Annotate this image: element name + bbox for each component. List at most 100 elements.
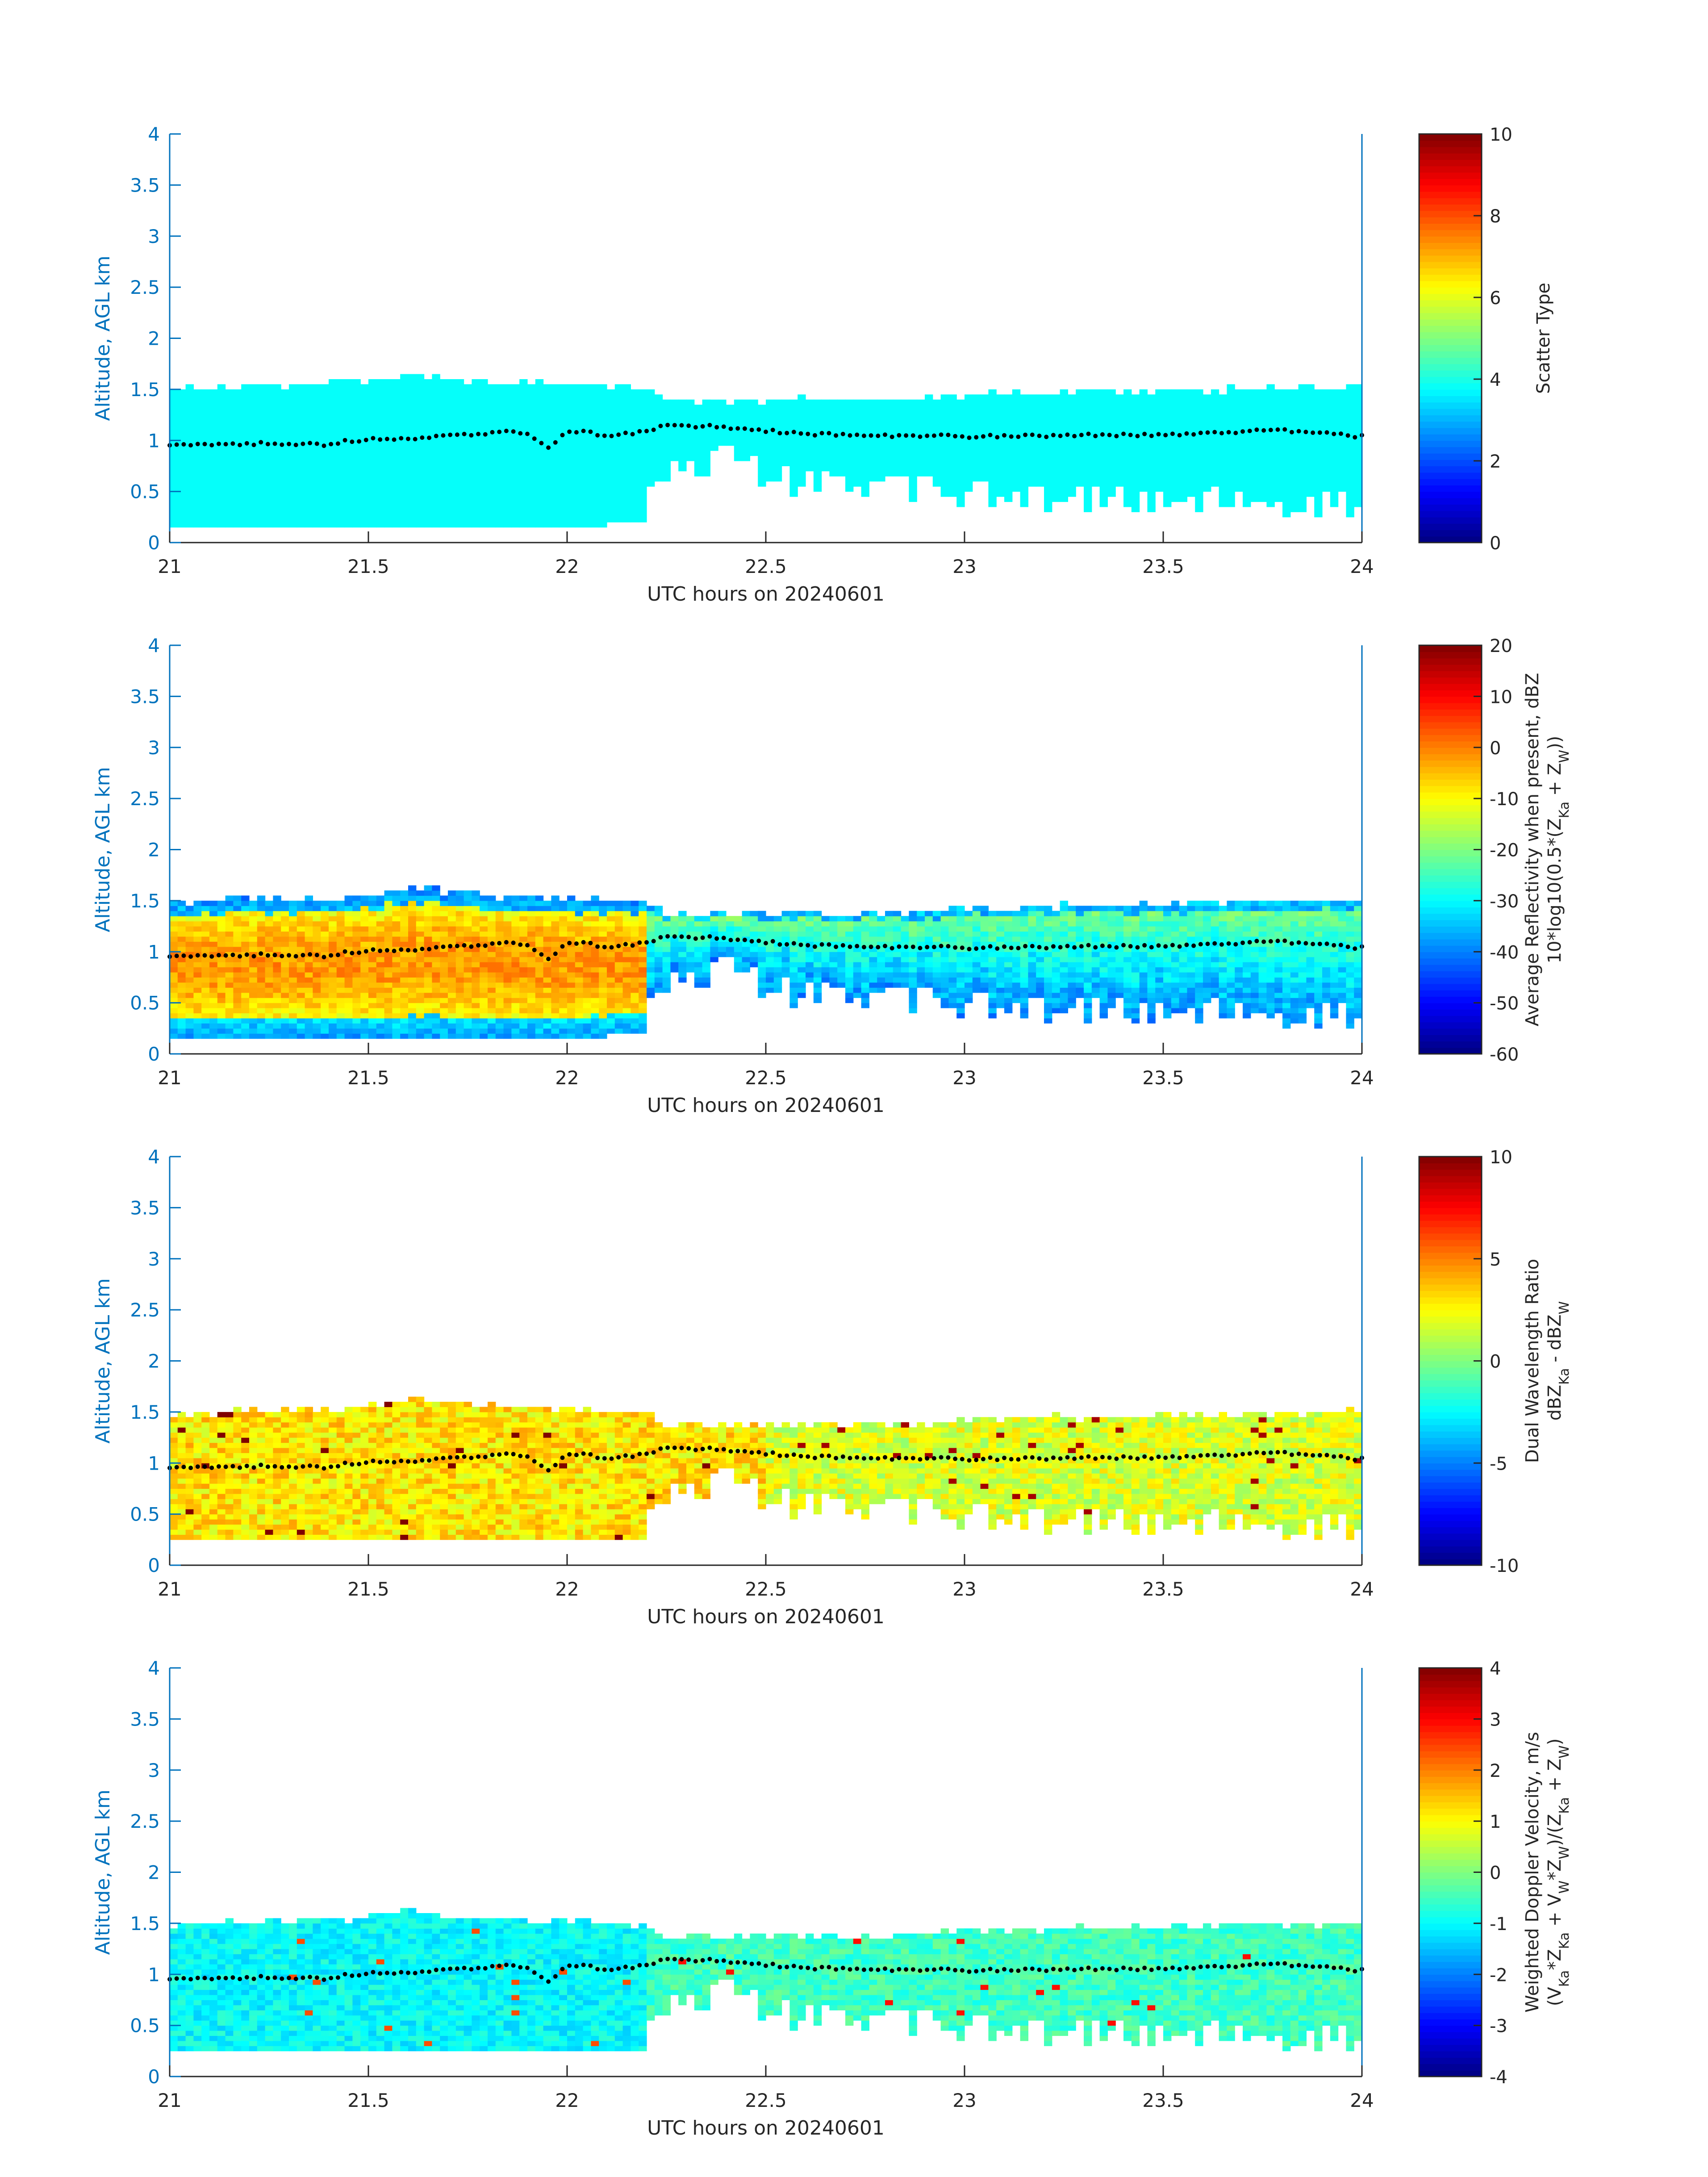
heatmap-cell: [352, 998, 361, 1003]
heatmap-cell: [1171, 405, 1180, 410]
heatmap-cell: [511, 957, 520, 962]
heatmap-cell: [455, 384, 464, 390]
heatmap-cell: [321, 1023, 329, 1029]
heatmap-cell: [511, 512, 520, 518]
heatmap-cell: [177, 1028, 186, 1034]
heatmap-cell: [273, 405, 281, 410]
heatmap-cell: [352, 962, 361, 968]
heatmap-cell: [861, 471, 869, 476]
heatmap-cell: [313, 926, 321, 932]
heatmap-cell: [599, 466, 607, 472]
heatmap-cell: [265, 962, 273, 968]
heatmap-cell: [965, 440, 973, 446]
heatmap-cell: [329, 926, 337, 932]
heatmap-cell: [1163, 476, 1172, 482]
heatmap-cell: [1091, 466, 1100, 472]
heatmap-cell: [488, 1033, 496, 1039]
heatmap-cell: [400, 379, 409, 384]
heatmap-cell: [925, 471, 933, 476]
overlay-dot: [497, 430, 502, 435]
heatmap-cell: [980, 399, 989, 405]
heatmap-cell: [1044, 420, 1052, 426]
heatmap-cell: [495, 399, 504, 405]
heatmap-cell: [352, 1018, 361, 1024]
overlay-dot: [532, 436, 537, 441]
heatmap-cell: [368, 982, 377, 988]
heatmap-cell: [1330, 425, 1339, 430]
heatmap-cell: [806, 415, 814, 421]
heatmap-cell: [758, 409, 766, 415]
heatmap-cell: [336, 962, 345, 968]
heatmap-cell: [766, 471, 774, 476]
heatmap-cell: [432, 394, 440, 400]
heatmap-cell: [185, 977, 194, 983]
heatmap-cell: [678, 435, 687, 441]
heatmap-cell: [376, 461, 385, 466]
heatmap-cell: [448, 992, 456, 998]
heatmap-cell: [352, 967, 361, 973]
heatmap-cell: [750, 420, 758, 426]
heatmap-cell: [296, 916, 305, 922]
heatmap-cell: [813, 440, 822, 446]
heatmap-cell: [1044, 451, 1052, 456]
heatmap-cell: [535, 1018, 544, 1024]
heatmap-cell: [201, 921, 210, 927]
heatmap-cell: [305, 435, 313, 441]
overlay-dot: [384, 437, 389, 441]
heatmap-cell: [352, 992, 361, 998]
heatmap-cell: [1338, 481, 1346, 487]
heatmap-cell: [249, 415, 258, 421]
heatmap-cell: [758, 471, 766, 476]
heatmap-cell: [455, 921, 464, 927]
heatmap-cell: [940, 440, 949, 446]
heatmap-cell: [1354, 384, 1362, 390]
heatmap-cell: [766, 440, 774, 446]
heatmap-cell: [1274, 440, 1283, 446]
heatmap-cell: [1076, 466, 1084, 472]
heatmap-cell: [480, 952, 488, 957]
heatmap-cell: [1084, 399, 1092, 405]
heatmap-cell: [1282, 497, 1291, 502]
heatmap-cell: [455, 957, 464, 962]
heatmap-cell: [1099, 405, 1108, 410]
heatmap-cell: [503, 405, 512, 410]
heatmap-cell: [488, 399, 496, 405]
overlay-dot: [707, 422, 712, 427]
heatmap-cell: [170, 1008, 178, 1014]
heatmap-cell: [273, 931, 281, 937]
heatmap-cell: [265, 911, 273, 916]
overlay-dot: [1282, 427, 1287, 432]
heatmap-cell: [631, 420, 639, 426]
heatmap-cell: [1314, 486, 1323, 492]
heatmap-cell: [384, 471, 393, 476]
heatmap-cell: [1195, 506, 1203, 512]
heatmap-cell: [551, 517, 560, 522]
heatmap-cell: [400, 987, 409, 993]
heatmap-cell: [368, 445, 377, 451]
heatmap-cell: [519, 962, 528, 968]
heatmap-cell: [853, 420, 862, 426]
heatmap-cell: [1036, 445, 1044, 451]
heatmap-cell: [1036, 425, 1044, 430]
overlay-dot: [1191, 432, 1196, 437]
heatmap-cell: [996, 409, 1005, 415]
heatmap-cell: [813, 425, 822, 430]
heatmap-cell: [440, 895, 448, 901]
heatmap-cell: [654, 471, 663, 476]
heatmap-cell: [1322, 476, 1331, 482]
heatmap-cell: [368, 399, 377, 405]
heatmap-cell: [472, 425, 480, 430]
heatmap-cell: [837, 455, 846, 461]
heatmap-cell: [877, 476, 885, 482]
heatmap-cell: [806, 455, 814, 461]
heatmap-cell: [1354, 445, 1362, 451]
heatmap-cell: [917, 471, 925, 476]
heatmap-cell: [837, 409, 846, 415]
heatmap-cell: [535, 895, 544, 901]
heatmap-cell: [583, 451, 591, 456]
heatmap-cell: [241, 977, 250, 983]
heatmap-cell: [265, 982, 273, 988]
heatmap-cell: [416, 998, 425, 1003]
heatmap-cell: [392, 921, 401, 927]
heatmap-cell: [607, 455, 615, 461]
